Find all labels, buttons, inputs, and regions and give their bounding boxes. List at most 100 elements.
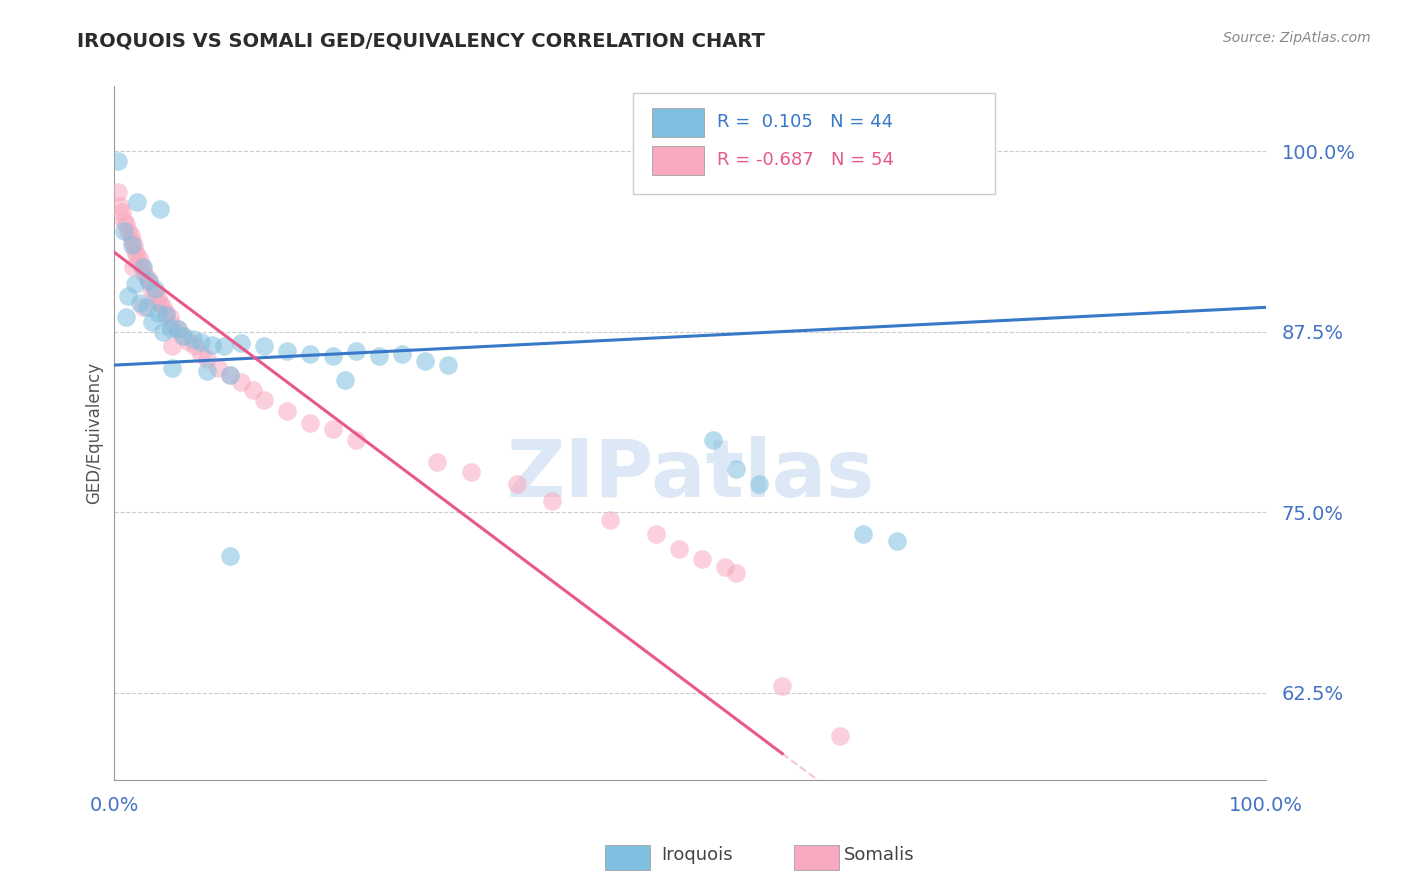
Point	[159, 310, 181, 325]
Point	[344, 343, 367, 358]
Point	[124, 245, 146, 260]
Point	[253, 339, 276, 353]
Point	[190, 346, 212, 360]
Point	[276, 343, 298, 358]
Point	[748, 476, 770, 491]
FancyBboxPatch shape	[652, 146, 704, 175]
Point	[184, 339, 207, 353]
Point	[299, 346, 322, 360]
Point	[506, 476, 529, 491]
Point	[212, 339, 235, 353]
Point	[155, 306, 177, 320]
Point	[138, 274, 160, 288]
Point	[143, 281, 166, 295]
Point	[725, 566, 748, 580]
Point	[138, 274, 160, 288]
Point	[160, 339, 183, 353]
Point	[141, 281, 163, 295]
Point	[599, 513, 621, 527]
Point	[135, 301, 157, 315]
Point	[149, 296, 172, 310]
Point	[460, 465, 482, 479]
Point	[108, 199, 131, 213]
Point	[541, 493, 564, 508]
Point	[143, 285, 166, 300]
Point	[121, 234, 143, 248]
Point	[131, 260, 153, 274]
Point	[242, 383, 264, 397]
Point	[886, 534, 908, 549]
FancyBboxPatch shape	[652, 108, 704, 137]
Point	[276, 404, 298, 418]
Point	[391, 346, 413, 360]
Point	[173, 329, 195, 343]
Text: Iroquois: Iroquois	[661, 846, 733, 863]
Point	[107, 154, 129, 169]
Point	[702, 433, 724, 447]
Point	[132, 260, 155, 274]
Point	[229, 336, 252, 351]
Point	[229, 376, 252, 390]
Point	[770, 679, 793, 693]
Point	[207, 361, 229, 376]
Point	[152, 301, 174, 315]
Point	[725, 462, 748, 476]
Point	[124, 277, 146, 292]
Point	[135, 271, 157, 285]
Point	[152, 325, 174, 339]
Point	[121, 260, 143, 274]
Point	[155, 308, 177, 322]
Text: Source: ZipAtlas.com: Source: ZipAtlas.com	[1223, 31, 1371, 45]
FancyBboxPatch shape	[633, 94, 995, 194]
Point	[195, 364, 218, 378]
Point	[128, 296, 150, 310]
Point	[201, 338, 224, 352]
Point	[166, 322, 188, 336]
Point	[173, 329, 195, 343]
Point	[112, 224, 135, 238]
Point	[121, 238, 143, 252]
Point	[146, 292, 169, 306]
Point	[160, 318, 183, 332]
Point	[713, 560, 735, 574]
Point	[132, 301, 155, 315]
Point	[644, 527, 666, 541]
Point	[218, 368, 240, 383]
Point	[112, 213, 135, 227]
Point	[668, 541, 690, 556]
Point	[122, 238, 145, 252]
Point	[333, 372, 356, 386]
Y-axis label: GED/Equivalency: GED/Equivalency	[86, 362, 103, 504]
Point	[127, 194, 149, 209]
Point	[117, 224, 139, 238]
Point	[322, 350, 344, 364]
Point	[111, 205, 134, 219]
Point	[159, 320, 181, 334]
Point	[141, 315, 163, 329]
Text: ZIPatlas: ZIPatlas	[506, 435, 875, 514]
Point	[253, 392, 276, 407]
Point	[179, 334, 201, 349]
Point	[299, 416, 322, 430]
Point	[322, 422, 344, 436]
Text: IROQUOIS VS SOMALI GED/EQUIVALENCY CORRELATION CHART: IROQUOIS VS SOMALI GED/EQUIVALENCY CORRE…	[77, 31, 765, 50]
Point	[127, 248, 149, 262]
Point	[128, 252, 150, 267]
Point	[115, 217, 138, 231]
Point	[134, 266, 156, 280]
Point	[690, 551, 713, 566]
Point	[852, 527, 875, 541]
Point	[181, 332, 204, 346]
Point	[120, 228, 142, 243]
Point	[426, 455, 449, 469]
Point	[195, 352, 218, 367]
Point	[117, 289, 139, 303]
Point	[107, 185, 129, 199]
Point	[190, 334, 212, 349]
Point	[368, 350, 391, 364]
Point	[160, 361, 183, 376]
Text: Somalis: Somalis	[844, 846, 914, 863]
Point	[413, 353, 436, 368]
Point	[149, 202, 172, 216]
Point	[828, 729, 851, 743]
